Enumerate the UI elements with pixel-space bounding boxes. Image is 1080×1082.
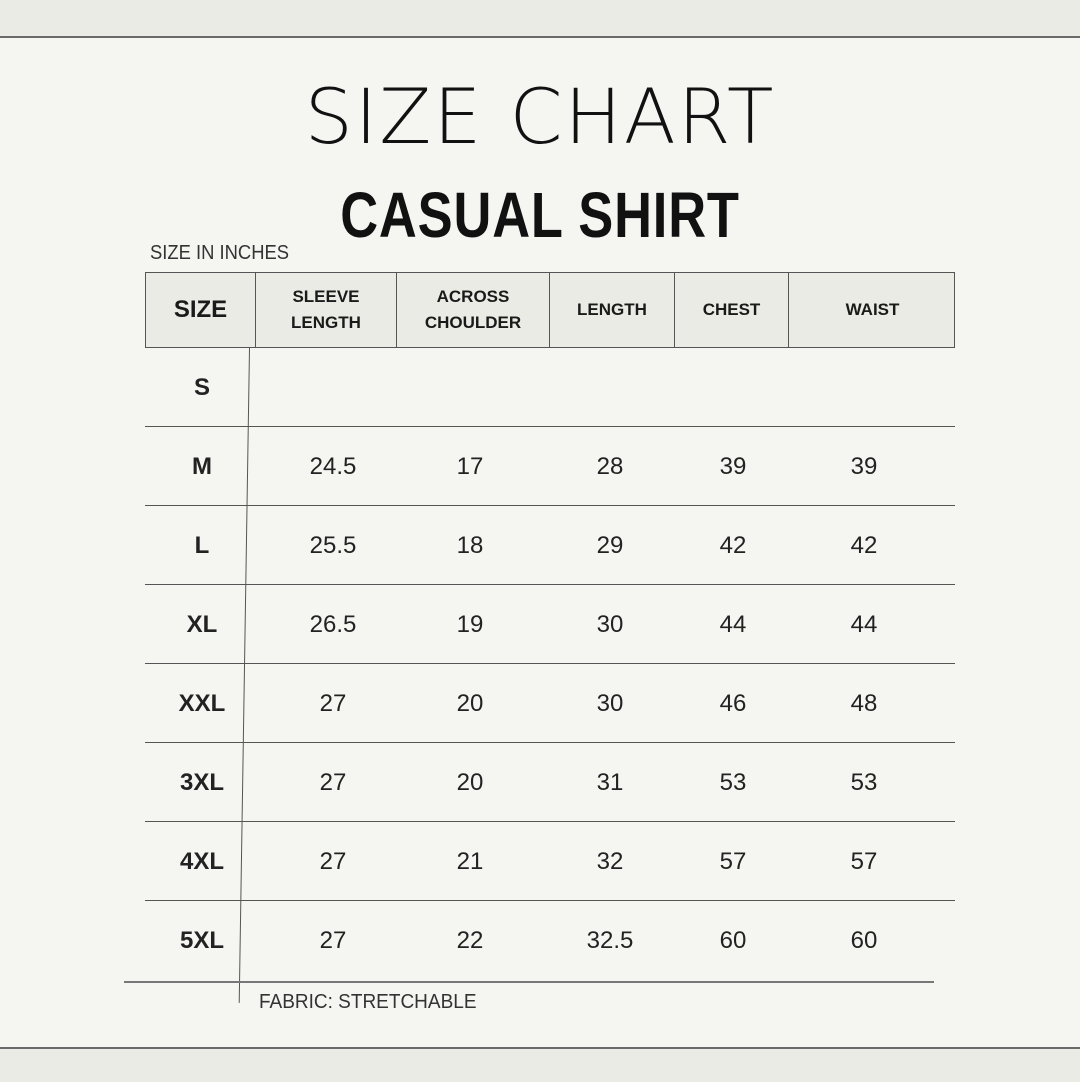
- measurement-cell: 19: [456, 610, 484, 638]
- table-row: S: [145, 348, 955, 427]
- column-header: SIZE: [173, 296, 228, 323]
- measurement-cell: 39: [719, 452, 747, 480]
- size-label: 4XL: [179, 847, 224, 875]
- bottom-band: [0, 1047, 1080, 1082]
- row-divider: [145, 663, 955, 664]
- measurement-cell: 39: [850, 452, 878, 480]
- measurement-cell: 46: [719, 689, 747, 717]
- measurement-cell: [273, 348, 393, 427]
- measurement-cell: 30: [596, 610, 624, 638]
- table-row: XXL 27 20 30 46 48: [145, 664, 955, 743]
- measurement-cell: 26.5: [309, 610, 357, 638]
- row-divider: [145, 742, 955, 743]
- size-label: XXL: [178, 689, 226, 717]
- size-label: 3XL: [179, 768, 224, 796]
- table-header: SIZE SLEEVE LENGTH ACROSS CHOULDER LENGTH CH…: [145, 272, 955, 348]
- page-title: SIZE CHART: [304, 72, 776, 161]
- measurement-cell: 27: [319, 689, 347, 717]
- measurement-cell: 32: [596, 847, 624, 875]
- table-row: 5XL 27 22 32.5 60 60: [145, 901, 955, 980]
- measurement-cell: 27: [319, 926, 347, 954]
- measurement-cell: 44: [850, 610, 878, 638]
- measurement-cell: 42: [850, 531, 878, 559]
- size-label: 5XL: [179, 926, 224, 954]
- measurement-cell: [804, 348, 924, 427]
- measurement-cell: 30: [596, 689, 624, 717]
- size-label: XL: [186, 610, 218, 638]
- table-row: 3XL 27 20 31 53 53: [145, 743, 955, 822]
- measurement-cell: 28: [596, 452, 624, 480]
- top-band: [0, 0, 1080, 38]
- measurement-cell: 60: [850, 926, 878, 954]
- measurement-cell: [550, 348, 670, 427]
- table-bottom-line: [124, 981, 934, 983]
- table-row: M 24.5 17 28 39 39: [145, 427, 955, 506]
- column-header: WAIST: [788, 273, 956, 347]
- measurement-cell: 31: [596, 768, 624, 796]
- measurement-cell: 22: [456, 926, 484, 954]
- column-header: CHEST: [674, 273, 788, 347]
- measurement-cell: 60: [719, 926, 747, 954]
- column-header: LENGTH: [549, 273, 674, 347]
- measurement-cell: 44: [719, 610, 747, 638]
- fabric-note: FABRIC: STRETCHABLE: [259, 991, 477, 1013]
- row-divider: [145, 584, 955, 585]
- measurement-cell: 24.5: [309, 452, 357, 480]
- measurement-cell: 57: [719, 847, 747, 875]
- measurement-cell: 53: [719, 768, 747, 796]
- table-row: L 25.5 18 29 42 42: [145, 506, 955, 585]
- measurement-cell: 18: [456, 531, 484, 559]
- measurement-cell: 20: [456, 768, 484, 796]
- size-label: S: [193, 373, 210, 401]
- row-divider: [145, 505, 955, 506]
- measurement-cell: 48: [850, 689, 878, 717]
- table-row: XL 26.5 19 30 44 44: [145, 585, 955, 664]
- measurement-cell: 27: [319, 768, 347, 796]
- column-header: ACROSS CHOULDER: [396, 273, 549, 347]
- measurement-cell: [410, 348, 530, 427]
- page-subtitle: CASUAL SHIRT: [340, 179, 740, 251]
- size-label: L: [194, 531, 210, 559]
- units-note: SIZE IN INCHES: [150, 242, 290, 264]
- table-row: 4XL 27 21 32 57 57: [145, 822, 955, 901]
- column-header: SLEEVE LENGTH: [255, 273, 396, 347]
- measurement-cell: 21: [456, 847, 484, 875]
- measurement-cell: 57: [850, 847, 878, 875]
- measurement-cell: 27: [319, 847, 347, 875]
- measurement-cell: 20: [456, 689, 484, 717]
- size-label: M: [192, 452, 212, 480]
- measurement-cell: 29: [596, 531, 624, 559]
- row-divider: [145, 821, 955, 822]
- measurement-cell: 17: [456, 452, 484, 480]
- row-divider: [145, 426, 955, 427]
- measurement-cell: 25.5: [309, 531, 357, 559]
- measurement-cell: [673, 348, 793, 427]
- measurement-cell: 42: [719, 531, 747, 559]
- measurement-cell: 53: [850, 768, 878, 796]
- measurement-cell: 32.5: [586, 926, 634, 954]
- row-divider: [145, 900, 955, 901]
